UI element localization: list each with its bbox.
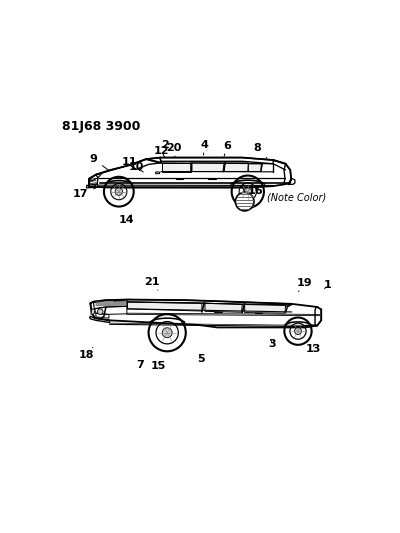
Text: 17: 17 [73, 188, 96, 199]
Text: 1: 1 [324, 280, 331, 290]
Text: 9: 9 [90, 154, 108, 170]
Polygon shape [245, 304, 286, 313]
Text: 8: 8 [254, 143, 267, 158]
Polygon shape [128, 302, 202, 311]
Circle shape [244, 188, 252, 196]
Circle shape [294, 328, 302, 335]
Polygon shape [192, 163, 224, 172]
Polygon shape [224, 163, 248, 172]
Text: 7: 7 [137, 360, 144, 370]
Polygon shape [94, 300, 127, 309]
Text: 21: 21 [144, 277, 160, 290]
Circle shape [162, 328, 172, 338]
Polygon shape [155, 172, 160, 174]
Polygon shape [91, 309, 95, 314]
Text: 19: 19 [296, 278, 312, 292]
Circle shape [235, 192, 254, 211]
Text: (Note Color): (Note Color) [261, 192, 326, 203]
Text: 12: 12 [154, 147, 169, 157]
Text: 4: 4 [200, 140, 208, 155]
Text: 6: 6 [223, 141, 231, 156]
Polygon shape [114, 300, 124, 301]
Text: 15: 15 [150, 361, 166, 371]
Text: 18: 18 [79, 348, 94, 360]
Text: 5: 5 [198, 354, 205, 364]
Polygon shape [205, 303, 242, 312]
Text: 16: 16 [248, 185, 263, 196]
Circle shape [115, 188, 122, 196]
Text: 2: 2 [162, 140, 169, 150]
Text: 11: 11 [121, 157, 140, 171]
Text: 3: 3 [269, 339, 276, 349]
Text: 10: 10 [128, 162, 144, 172]
Polygon shape [162, 163, 191, 172]
Text: 14: 14 [119, 215, 134, 225]
Polygon shape [248, 164, 262, 172]
Circle shape [98, 309, 103, 314]
Text: 20: 20 [166, 143, 182, 157]
Text: 81J68 3900: 81J68 3900 [62, 120, 141, 133]
Text: 13: 13 [305, 344, 320, 354]
